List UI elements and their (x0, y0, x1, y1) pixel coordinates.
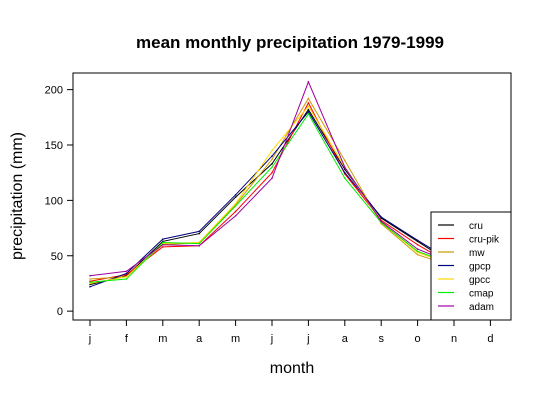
x-tick-label: a (342, 333, 349, 345)
data-point-gpcp (162, 238, 164, 240)
data-point-cmap (125, 278, 128, 280)
data-point-cru (198, 232, 200, 235)
y-axis-label: precipitation (mm) (9, 132, 26, 260)
legend-label: gpcp (469, 262, 491, 273)
chart-title: mean monthly precipitation 1979-1999 (136, 33, 444, 52)
data-point-adam (307, 81, 310, 83)
data-point-adam (125, 270, 128, 273)
legend-item: mw (438, 248, 485, 259)
legend-item: cmap (438, 289, 494, 300)
x-tick-label: o (415, 333, 421, 345)
series-line-cru-pik (89, 101, 491, 282)
y-tick-label: 50 (51, 251, 63, 263)
data-point-adam (162, 243, 164, 246)
x-tick-label: j (270, 333, 273, 345)
legend-label: cru-pik (469, 235, 500, 246)
data-point-cru-pik (416, 243, 419, 246)
legend-item: cru-pik (438, 235, 500, 246)
data-point-cru-pik (307, 102, 310, 104)
x-tick-label: j (306, 333, 309, 345)
data-point-cmap (271, 166, 273, 168)
x-tick-label: d (487, 333, 493, 345)
series-layer (89, 80, 492, 288)
data-point-cru-pik (234, 210, 237, 213)
data-point-gpcc (89, 282, 91, 285)
legend-item: adam (438, 302, 494, 313)
x-tick-label: j (88, 333, 91, 345)
data-point-gpcp (380, 216, 383, 218)
data-point-adam (271, 177, 273, 180)
data-point-cmap (234, 205, 237, 207)
x-axis-label: month (270, 360, 314, 377)
data-point-cru (234, 196, 237, 198)
data-point-gpcp (344, 171, 346, 174)
data-point-adam (416, 248, 419, 250)
data-point-cru-pik (162, 246, 164, 248)
data-point-adam (380, 220, 383, 223)
series-line-cru (89, 108, 491, 286)
plot-frame (72, 72, 512, 321)
data-point-adam (234, 215, 237, 217)
data-point-cru (89, 283, 91, 286)
y-tick-label: 150 (45, 140, 63, 152)
data-point-adam (198, 244, 200, 247)
legend-label: cru (469, 221, 483, 232)
legend-label: adam (469, 302, 494, 313)
data-point-gpcp (416, 239, 419, 242)
data-point-gpcc (271, 149, 273, 152)
data-point-cmap (162, 241, 164, 244)
data-point-gpcp (307, 110, 310, 113)
data-point-cru (162, 240, 164, 243)
data-point-cru-pik (125, 273, 128, 276)
legend-item: gpcp (438, 262, 491, 273)
data-point-mw (416, 253, 419, 256)
data-point-gpcc (234, 202, 237, 205)
data-point-cmap (416, 250, 419, 253)
data-point-cmap (198, 242, 200, 245)
data-point-adam (344, 166, 346, 168)
x-tick-label: m (231, 333, 240, 345)
data-point-gpcp (198, 230, 200, 233)
legend-label: mw (469, 248, 485, 259)
data-point-gpcp (271, 155, 273, 157)
legend-label: cmap (469, 289, 494, 300)
legend-item: cru (438, 221, 483, 232)
y-tick-label: 200 (45, 85, 63, 97)
data-point-cru-pik (89, 280, 91, 283)
legend-item: gpcc (438, 275, 490, 286)
x-tick-label: m (158, 333, 167, 345)
data-point-cru (344, 168, 346, 171)
x-tick-label: a (196, 333, 203, 345)
data-point-gpcp (125, 272, 128, 275)
legend: cru cru-pik mw gpcp gpcc cmap adam (430, 211, 512, 321)
series-line-adam (89, 80, 491, 277)
data-point-adam (89, 274, 91, 277)
x-tick-label: n (451, 333, 457, 345)
data-point-cmap (307, 113, 310, 115)
data-point-gpcc (125, 276, 128, 278)
data-point-gpcc (416, 251, 419, 254)
data-point-cmap (344, 177, 346, 180)
y-tick-label: 0 (57, 306, 63, 318)
data-point-cru-pik (271, 171, 273, 174)
data-point-mw (271, 158, 273, 161)
data-point-mw (89, 278, 91, 280)
x-tick-label: s (378, 333, 384, 345)
series-line-gpcp (89, 110, 491, 288)
data-point-mw (344, 159, 346, 162)
data-point-gpcp (89, 285, 91, 288)
x-tick-label: f (125, 333, 129, 345)
y-axis: 0 50 100 150 200 (45, 85, 73, 318)
data-point-cru (307, 108, 310, 111)
data-point-gpcc (307, 105, 310, 108)
data-point-mw (307, 97, 310, 100)
y-tick-label: 100 (45, 195, 63, 207)
legend-label: gpcc (469, 275, 490, 286)
data-point-gpcp (234, 194, 237, 196)
data-point-cmap (89, 281, 91, 284)
data-point-cru (271, 163, 273, 165)
